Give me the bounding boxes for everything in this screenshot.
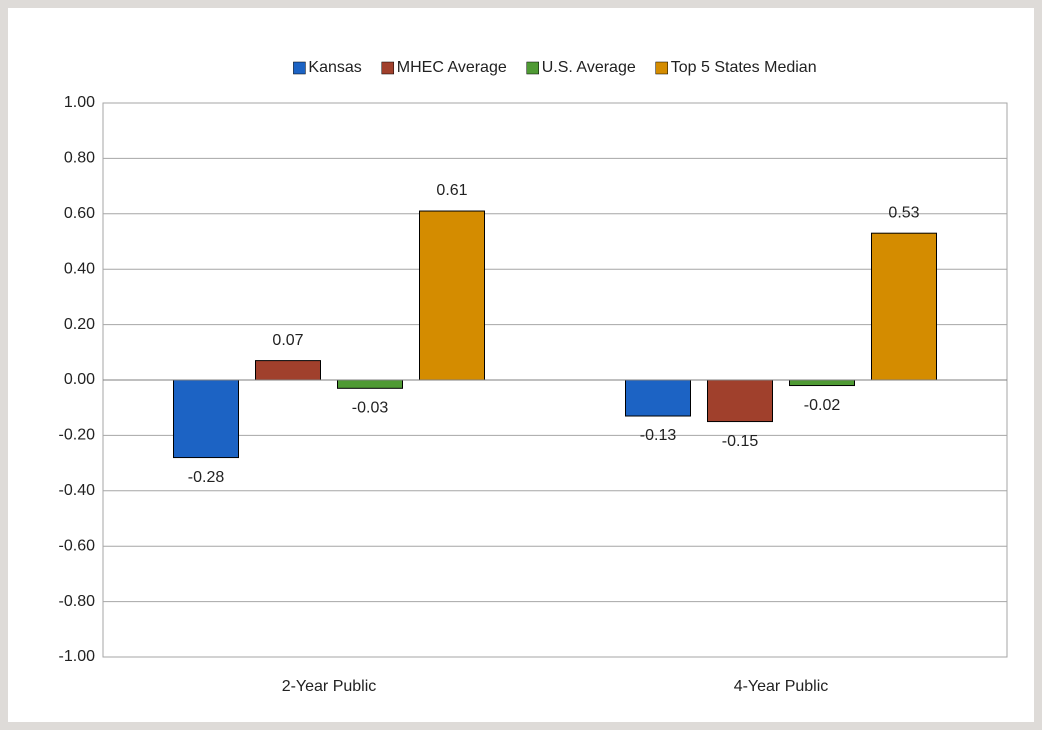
data-label: 0.61 [436,182,467,199]
legend-swatch [526,61,539,75]
y-tick-label: -0.60 [59,537,96,554]
data-label: 0.53 [888,204,919,221]
legend-label: Kansas [308,59,361,76]
y-tick-label: -0.40 [59,482,96,499]
legend-label: U.S. Average [542,59,636,76]
legend-swatch [655,61,668,75]
legend-label: Top 5 States Median [671,59,817,76]
bar [419,210,485,381]
y-tick-label: 0.00 [64,371,95,388]
bar [707,379,773,423]
legend-swatch [293,61,306,75]
y-tick-label: 0.20 [64,316,95,333]
legend-label: MHEC Average [397,59,507,76]
bar [625,379,691,417]
x-tick-label: 2-Year Public [282,678,377,695]
legend-swatch [381,61,395,75]
data-label: -0.02 [804,397,841,414]
x-tick-label: 4-Year Public [734,678,829,695]
bar [789,379,855,387]
y-tick-label: -0.20 [59,427,96,444]
bar [871,232,937,381]
y-tick-label: -0.80 [59,593,96,610]
data-label: -0.03 [352,400,389,417]
chart-background [8,8,1034,722]
data-label: -0.28 [188,469,225,486]
bar [255,360,321,381]
bar [337,379,403,389]
bar [173,379,239,459]
legend: Kansas MHEC Average U.S. Average Top 5 Stat… [293,59,817,76]
y-tick-label: 0.40 [64,260,95,277]
data-label: -0.13 [640,427,677,444]
y-tick-label: 1.00 [64,94,95,111]
y-tick-label: 0.60 [64,205,95,222]
data-label: -0.15 [722,433,759,450]
y-tick-label: -1.00 [59,648,96,665]
data-label: 0.07 [272,332,303,349]
y-tick-label: 0.80 [64,150,95,167]
